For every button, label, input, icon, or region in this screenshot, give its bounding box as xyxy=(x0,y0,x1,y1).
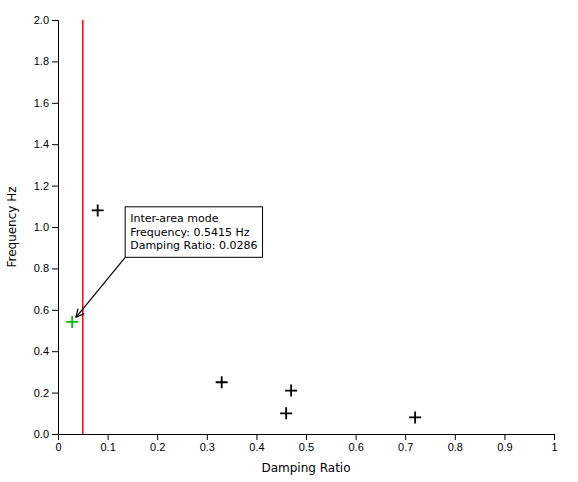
x-axis-line xyxy=(59,435,555,441)
x-tick: 0.7 xyxy=(398,434,413,453)
plot: 00.10.20.30.40.50.60.70.80.910.00.20.40.… xyxy=(34,14,558,453)
y-tick-mark xyxy=(52,61,58,62)
x-tick-label: 0.9 xyxy=(497,441,512,453)
x-tick: 0.6 xyxy=(348,434,363,453)
y-tick-label: 1.6 xyxy=(34,97,49,109)
y-axis-line xyxy=(52,21,59,435)
x-tick-mark xyxy=(405,434,406,440)
x-tick-label: 0.7 xyxy=(398,441,413,453)
x-tick-mark xyxy=(455,434,456,440)
x-tick-mark xyxy=(554,434,555,440)
y-tick-mark xyxy=(52,268,58,269)
series xyxy=(66,316,78,328)
annotation-box xyxy=(125,207,262,258)
y-tick-mark xyxy=(52,351,58,352)
x-tick-label: 0.2 xyxy=(150,441,165,453)
x-tick-label: 0.5 xyxy=(299,441,314,453)
x-tick: 0.9 xyxy=(497,434,512,453)
point xyxy=(66,316,78,328)
y-tick-mark xyxy=(52,310,58,311)
y-tick-label: 0.6 xyxy=(34,304,49,316)
y-axis-title: Frequency Hz xyxy=(5,186,19,267)
y-tick: 2.0 xyxy=(34,14,58,26)
annotation-arrow xyxy=(76,257,125,317)
x-tick: 0 xyxy=(55,434,61,453)
point xyxy=(409,411,421,423)
y-tick-mark xyxy=(52,434,58,435)
x-tick-mark xyxy=(108,434,109,440)
x-tick-label: 0.8 xyxy=(448,441,463,453)
annotation: Inter-area modeFrequency: 0.5415 HzDampi… xyxy=(76,207,263,317)
x-tick-mark xyxy=(504,434,505,440)
x-tick-mark xyxy=(157,434,158,440)
y-tick-mark xyxy=(52,144,58,145)
x-tick-label: 0.3 xyxy=(200,441,215,453)
y-tick-mark xyxy=(52,103,58,104)
y-tick: 0.2 xyxy=(34,387,58,399)
point xyxy=(92,204,104,216)
point xyxy=(285,385,297,397)
x-axis: 0 0.1 0.2 0.3 0.4 0.5 0.6 0.7 0.8 0.9 1 xyxy=(55,434,557,453)
chart: 00.10.20.30.40.50.60.70.80.910.00.20.40.… xyxy=(0,0,578,482)
y-tick: 0.4 xyxy=(34,345,58,357)
x-tick-mark xyxy=(256,434,257,440)
marks xyxy=(66,20,421,434)
annotation-text: Inter-area modeFrequency: 0.5415 HzDampi… xyxy=(130,212,257,253)
y-tick: 1.4 xyxy=(34,138,58,150)
y-tick-label: 1.8 xyxy=(34,55,49,67)
y-tick-label: 1.2 xyxy=(34,180,49,192)
y-tick-label: 1.0 xyxy=(34,221,49,233)
x-tick: 0.1 xyxy=(100,434,115,453)
x-tick-label: 1 xyxy=(551,441,557,453)
y-tick-label: 1.4 xyxy=(34,138,49,150)
y-axis: 0.0 0.2 0.4 0.6 0.8 1.0 1.2 1.4 1.6 1.8 2.0 xyxy=(34,14,59,440)
y-tick-label: 0.8 xyxy=(34,262,49,274)
x-tick: 0.2 xyxy=(150,434,165,453)
x-tick-label: 0 xyxy=(55,441,61,453)
y-tick-mark xyxy=(52,393,58,394)
y-tick-label: 2.0 xyxy=(34,14,49,26)
x-tick-mark xyxy=(356,434,357,440)
x-tick-label: 0.6 xyxy=(348,441,363,453)
y-tick-label: 0.0 xyxy=(34,428,49,440)
y-tick: 0.8 xyxy=(34,262,58,274)
x-tick: 0.8 xyxy=(448,434,463,453)
y-tick: 0.6 xyxy=(34,304,58,316)
point xyxy=(216,376,228,388)
x-tick-mark xyxy=(306,434,307,440)
y-tick-label: 0.2 xyxy=(34,387,49,399)
x-axis-title: Damping Ratio xyxy=(261,461,350,475)
x-tick: 0.5 xyxy=(299,434,314,453)
x-tick: 0.4 xyxy=(249,434,264,453)
reference-line xyxy=(82,20,84,434)
y-tick: 1.8 xyxy=(34,55,58,67)
x-tick-label: 0.4 xyxy=(249,441,264,453)
y-tick: 0.0 xyxy=(34,428,58,440)
y-tick: 1.2 xyxy=(34,180,58,192)
x-tick: 1 xyxy=(551,434,557,453)
x-tick: 0.3 xyxy=(200,434,215,453)
x-tick-mark xyxy=(207,434,208,440)
y-tick-mark xyxy=(52,20,58,21)
y-tick: 1.0 xyxy=(34,221,58,233)
y-tick-mark xyxy=(52,186,58,187)
point xyxy=(280,407,292,419)
series xyxy=(92,204,421,423)
x-tick-label: 0.1 xyxy=(100,441,115,453)
y-tick-mark xyxy=(52,227,58,228)
y-tick: 1.6 xyxy=(34,97,58,109)
y-tick-label: 0.4 xyxy=(34,345,49,357)
